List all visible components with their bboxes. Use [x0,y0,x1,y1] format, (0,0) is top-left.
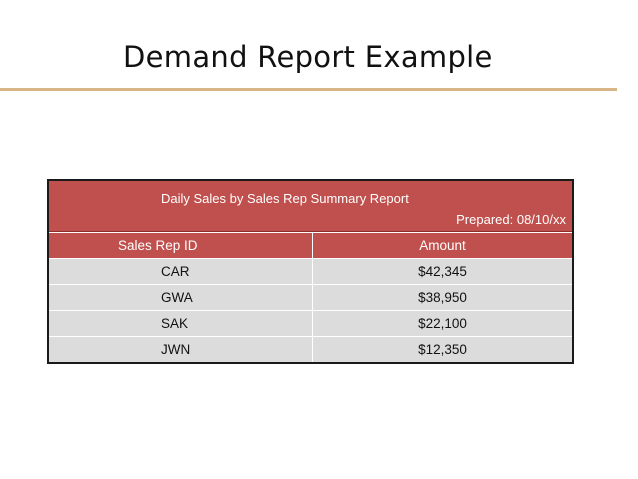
column-header-row: Sales Rep ID Amount [49,232,572,258]
report-prepared-date: Prepared: 08/10/xx [456,212,566,227]
report-title: Daily Sales by Sales Rep Summary Report [161,191,409,206]
rep-id-cell: SAK [49,311,313,336]
column-header-sales-rep-id: Sales Rep ID [49,233,313,258]
column-header-amount: Amount [419,238,466,253]
table-row: CAR $42,345 [49,258,572,284]
slide-title: Demand Report Example [123,40,493,74]
amount-cell: $38,950 [418,290,467,305]
rep-id-cell: JWN [49,337,313,362]
report-table: Daily Sales by Sales Rep Summary Report … [47,179,574,364]
table-row: SAK $22,100 [49,310,572,336]
table-row: GWA $38,950 [49,284,572,310]
table-row: JWN $12,350 [49,336,572,362]
rep-id-cell: GWA [49,285,313,310]
amount-cell: $42,345 [418,264,467,279]
amount-cell: $22,100 [418,316,467,331]
report-header: Daily Sales by Sales Rep Summary Report … [49,181,572,232]
amount-cell: $12,350 [418,342,467,357]
title-divider [0,88,617,91]
rep-id-cell: CAR [49,259,313,284]
